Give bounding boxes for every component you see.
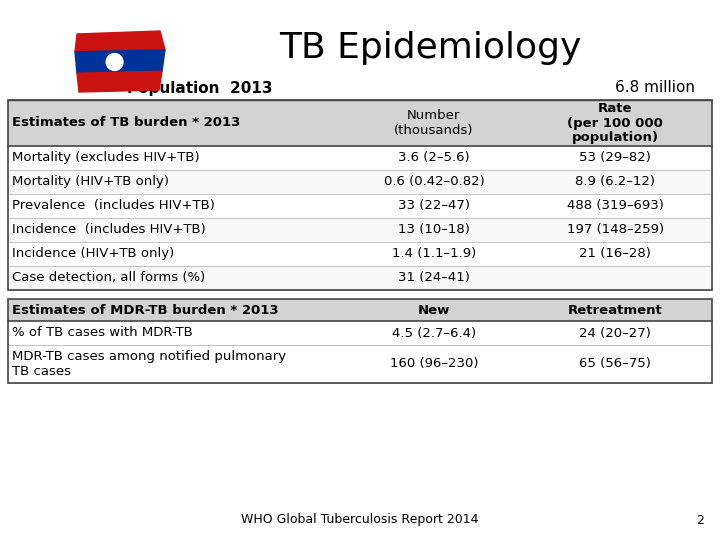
- Text: Rate
(per 100 000
population): Rate (per 100 000 population): [567, 102, 663, 145]
- FancyBboxPatch shape: [8, 266, 712, 290]
- Text: TB Epidemiology: TB Epidemiology: [279, 31, 581, 65]
- Polygon shape: [77, 71, 162, 92]
- Circle shape: [107, 53, 123, 70]
- Text: 3.6 (2–5.6): 3.6 (2–5.6): [398, 152, 469, 165]
- FancyBboxPatch shape: [8, 345, 712, 383]
- Text: 31 (24–41): 31 (24–41): [398, 272, 470, 285]
- Text: Mortality (excludes HIV+TB): Mortality (excludes HIV+TB): [12, 152, 199, 165]
- Text: 21 (16–28): 21 (16–28): [580, 247, 651, 260]
- FancyBboxPatch shape: [8, 100, 712, 146]
- FancyBboxPatch shape: [8, 170, 712, 194]
- Text: % of TB cases with MDR-TB: % of TB cases with MDR-TB: [12, 327, 193, 340]
- Text: Population  2013: Population 2013: [127, 80, 273, 96]
- Polygon shape: [75, 31, 165, 52]
- Text: Estimates of MDR-TB burden * 2013: Estimates of MDR-TB burden * 2013: [12, 303, 279, 316]
- Text: Incidence (HIV+TB only): Incidence (HIV+TB only): [12, 247, 174, 260]
- Text: WHO Global Tuberculosis Report 2014: WHO Global Tuberculosis Report 2014: [241, 514, 479, 526]
- Text: 24 (20–27): 24 (20–27): [580, 327, 651, 340]
- FancyBboxPatch shape: [8, 146, 712, 170]
- Text: Incidence  (includes HIV+TB): Incidence (includes HIV+TB): [12, 224, 206, 237]
- FancyBboxPatch shape: [8, 194, 712, 218]
- Text: 65 (56–75): 65 (56–75): [580, 357, 651, 370]
- Text: 8.9 (6.2–12): 8.9 (6.2–12): [575, 176, 655, 188]
- Text: Prevalence  (includes HIV+TB): Prevalence (includes HIV+TB): [12, 199, 215, 213]
- Text: 488 (319–693): 488 (319–693): [567, 199, 664, 213]
- Text: 2: 2: [696, 514, 704, 526]
- Text: 4.5 (2.7–6.4): 4.5 (2.7–6.4): [392, 327, 476, 340]
- Text: 53 (29–82): 53 (29–82): [580, 152, 651, 165]
- Text: 0.6 (0.42–0.82): 0.6 (0.42–0.82): [384, 176, 485, 188]
- Text: 197 (148–259): 197 (148–259): [567, 224, 664, 237]
- FancyBboxPatch shape: [8, 321, 712, 345]
- Polygon shape: [75, 50, 165, 73]
- Text: Retreatment: Retreatment: [568, 303, 662, 316]
- Text: 13 (10–18): 13 (10–18): [398, 224, 470, 237]
- FancyBboxPatch shape: [8, 242, 712, 266]
- Text: Mortality (HIV+TB only): Mortality (HIV+TB only): [12, 176, 169, 188]
- Text: 160 (96–230): 160 (96–230): [390, 357, 478, 370]
- Text: Estimates of TB burden * 2013: Estimates of TB burden * 2013: [12, 117, 240, 130]
- Text: 6.8 million: 6.8 million: [615, 80, 695, 96]
- Text: Number
(thousands): Number (thousands): [394, 109, 474, 137]
- Text: 1.4 (1.1–1.9): 1.4 (1.1–1.9): [392, 247, 476, 260]
- Text: MDR-TB cases among notified pulmonary
TB cases: MDR-TB cases among notified pulmonary TB…: [12, 350, 286, 378]
- Text: New: New: [418, 303, 450, 316]
- Text: Case detection, all forms (%): Case detection, all forms (%): [12, 272, 205, 285]
- FancyBboxPatch shape: [8, 218, 712, 242]
- Text: 33 (22–47): 33 (22–47): [398, 199, 470, 213]
- FancyBboxPatch shape: [8, 299, 712, 321]
